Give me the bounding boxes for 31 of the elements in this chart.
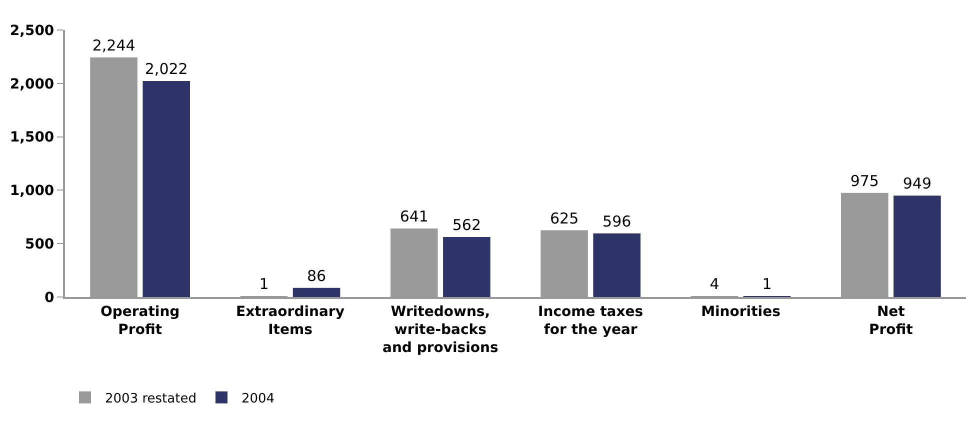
text: 1: [762, 275, 772, 293]
y-tick-label: 2,000: [10, 76, 54, 92]
text: 625: [550, 209, 579, 228]
text: 1: [259, 275, 269, 293]
bar: [142, 81, 190, 297]
x-tick-label: Minorities: [701, 304, 780, 320]
y-tick-label: 500: [24, 236, 54, 252]
text: 2,022: [144, 60, 188, 78]
legend-label: 2004: [241, 391, 275, 406]
x-tick-label: Extraordinary Items: [236, 304, 344, 338]
bar: [593, 233, 641, 297]
y-tick-label: 2,500: [10, 22, 54, 39]
text: 596: [602, 212, 632, 230]
text: 949: [902, 174, 932, 193]
text: 4: [710, 275, 720, 293]
text: 975: [850, 172, 879, 190]
y-tick-label: 1,000: [10, 183, 54, 200]
x-tick-label: Income taxes for the year: [538, 304, 644, 338]
text: 2,244: [92, 36, 136, 54]
x-tick-label: Operating Profit: [100, 304, 180, 338]
y-tick-label: 1,500: [10, 130, 54, 146]
text: 562: [452, 216, 482, 234]
bar: [894, 196, 941, 297]
bar: [292, 288, 340, 297]
x-tick-label: Net Profit: [868, 304, 914, 338]
x-tick-label: Writedowns, write-backs and provisions: [382, 304, 498, 356]
bar: [443, 236, 490, 297]
text: 86: [306, 266, 326, 285]
legend-label: 2003 restated: [105, 391, 196, 406]
y-tick-label: 0: [44, 290, 54, 306]
text: 641: [400, 208, 428, 226]
